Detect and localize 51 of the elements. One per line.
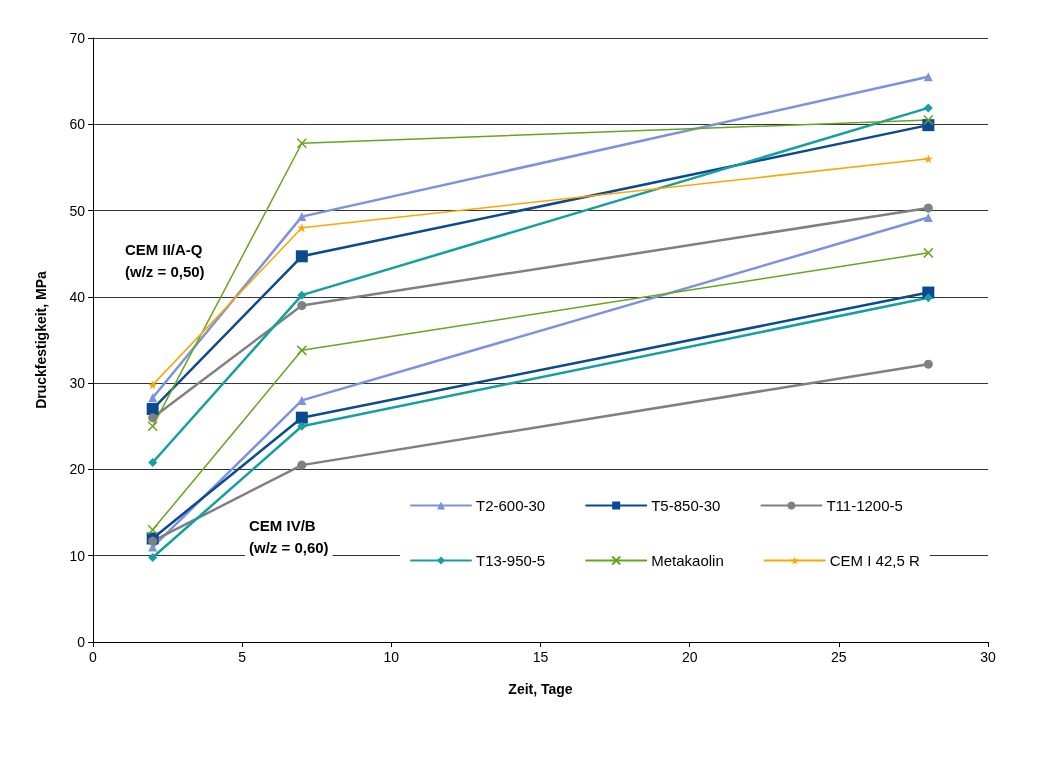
point <box>923 103 933 113</box>
legend-label: Metakaolin <box>651 552 724 569</box>
x-tick-label: 30 <box>980 649 996 665</box>
point <box>297 212 307 222</box>
point <box>295 411 308 424</box>
x-axis-title: Zeit, Tage <box>508 681 573 697</box>
point <box>923 154 933 164</box>
y-tick-label: 10 <box>69 547 86 564</box>
point <box>923 293 933 303</box>
x-tick-label: 10 <box>383 649 400 665</box>
y-axis-title: Druckfestigkeit, MPa <box>33 270 49 409</box>
point <box>296 138 308 149</box>
point <box>148 413 158 423</box>
y-tick-label: 0 <box>77 634 86 650</box>
point <box>297 300 307 310</box>
point <box>146 403 159 416</box>
y-tick-label: 30 <box>69 375 86 392</box>
point <box>923 247 934 259</box>
x-tick-label: 25 <box>831 649 847 665</box>
legend-label: CEM I 42,5 R <box>829 552 920 569</box>
point <box>297 460 307 470</box>
y-tick-label: 40 <box>69 288 86 305</box>
y-tick-label: 20 <box>69 461 86 478</box>
point <box>923 359 933 369</box>
point <box>297 223 307 233</box>
legend-label: T11-1200-5 <box>826 497 903 514</box>
legend-label: T5-850-30 <box>651 497 721 514</box>
annotation: CEM IV/B (w/z = 0,60) <box>249 516 329 556</box>
point <box>148 458 158 468</box>
legend-label: T2-600-30 <box>476 497 546 514</box>
point <box>923 212 933 222</box>
x-tick-label: 15 <box>532 649 549 665</box>
y-tick-label: 60 <box>69 116 86 133</box>
legend-label: T13-950-5 <box>476 552 546 569</box>
point <box>923 203 933 213</box>
x-tick-label: 0 <box>89 649 98 665</box>
point <box>295 250 308 263</box>
point <box>297 290 307 300</box>
point <box>297 421 307 431</box>
annotation: CEM II/A-Q (w/z = 0,50) <box>125 240 205 280</box>
point <box>148 380 158 390</box>
y-tick-label: 50 <box>69 202 86 219</box>
x-tick-label: 20 <box>681 649 698 665</box>
x-tick-label: 5 <box>238 649 247 665</box>
y-tick-label: 70 <box>69 30 86 46</box>
point <box>148 536 158 546</box>
point <box>147 524 158 536</box>
point <box>147 421 158 432</box>
point <box>296 345 308 356</box>
point <box>923 114 934 126</box>
point <box>148 552 158 562</box>
